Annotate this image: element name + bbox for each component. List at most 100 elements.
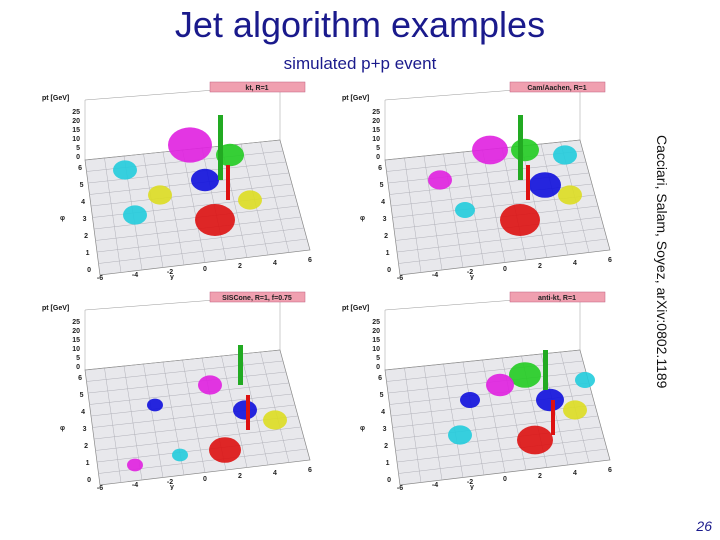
grid-line bbox=[482, 149, 506, 263]
phi-tick-label: 5 bbox=[380, 392, 384, 399]
jet-area bbox=[123, 205, 147, 225]
phi-tick-label: 5 bbox=[80, 182, 84, 189]
y-tick-label: -2 bbox=[467, 479, 473, 486]
pt-tick-label: 0 bbox=[76, 364, 80, 371]
pt-tower bbox=[226, 165, 230, 200]
pt-tower bbox=[543, 350, 548, 390]
pt-tower bbox=[526, 165, 530, 200]
y-tick-label: -4 bbox=[132, 482, 138, 489]
jet-area bbox=[517, 425, 553, 455]
phi-tick-label: 0 bbox=[87, 267, 91, 274]
phi-tick-label: 4 bbox=[81, 409, 85, 416]
grid-line bbox=[396, 437, 605, 463]
panel-anti-kt: anti-kt, R=1 pt [GeV] 25 20 15 10 5 0 6 5 4 3 2 1 0 φ -6… bbox=[340, 290, 615, 490]
y-tick-label: -4 bbox=[432, 482, 438, 489]
y-tick-label: 2 bbox=[238, 473, 242, 480]
citation-credit: Cacciari, Salam, Soyez, arXiv:0802.1189 bbox=[654, 135, 670, 389]
pt-tick-label: 25 bbox=[72, 319, 80, 326]
phi-tick-label: 0 bbox=[387, 267, 391, 274]
y-tick-label: -4 bbox=[132, 272, 138, 279]
pt-tick-label: 0 bbox=[76, 154, 80, 161]
jet-area bbox=[168, 127, 212, 163]
jet-area bbox=[263, 410, 287, 430]
slide-subtitle: simulated p+p event bbox=[283, 54, 437, 73]
phi-tick-label: 3 bbox=[383, 216, 387, 223]
phi-tick-label: 0 bbox=[87, 477, 91, 484]
jet-area bbox=[553, 145, 577, 165]
y-tick-label: 6 bbox=[608, 257, 612, 264]
phi-axis-label: φ bbox=[60, 425, 65, 432]
y-tick-label: 0 bbox=[203, 266, 207, 273]
pt-tick-label: 5 bbox=[376, 355, 380, 362]
phi-tick-label: 1 bbox=[86, 460, 90, 467]
phi-tick-label: 5 bbox=[80, 392, 84, 399]
grid-line bbox=[393, 205, 599, 230]
grid-line bbox=[260, 141, 290, 253]
grid-line bbox=[182, 149, 206, 263]
y-tick-label: -6 bbox=[397, 485, 403, 490]
pt-tower bbox=[551, 400, 555, 435]
y-tick-label: 4 bbox=[573, 470, 577, 477]
jet-area bbox=[500, 204, 540, 236]
jet-area bbox=[448, 425, 472, 445]
pt-tower bbox=[246, 395, 250, 430]
jet-area bbox=[529, 172, 561, 198]
pt-tick-label: 5 bbox=[76, 355, 80, 362]
grid-line bbox=[95, 426, 302, 451]
pt-tower bbox=[518, 115, 523, 180]
phi-tick-label: 6 bbox=[78, 165, 82, 172]
y-tick-label: 6 bbox=[308, 467, 312, 474]
grid-line bbox=[395, 216, 602, 241]
y-tick-label: -2 bbox=[467, 269, 473, 276]
pt-tick-label: 20 bbox=[72, 118, 80, 125]
jet-area bbox=[563, 400, 587, 420]
algorithm-label-box bbox=[209, 291, 306, 303]
grid-line bbox=[398, 238, 608, 264]
pt-tick-label: 5 bbox=[376, 145, 380, 152]
jet-area bbox=[198, 375, 222, 395]
phi-tick-label: 3 bbox=[383, 426, 387, 433]
jet-area bbox=[195, 204, 235, 236]
grid-line bbox=[482, 359, 506, 473]
pt-tick-label: 15 bbox=[372, 337, 380, 344]
grid-line bbox=[393, 415, 599, 440]
y-tick-label: 0 bbox=[203, 476, 207, 483]
panel-siscone: SISCone, R=1, f=0.75 pt [GeV] 25 20 15 10 5 0 6 5… bbox=[40, 290, 315, 490]
pt-tick-label: 0 bbox=[376, 364, 380, 371]
algorithm-label-box bbox=[209, 81, 306, 93]
algorithm-label: anti-kt, R=1 bbox=[538, 295, 576, 302]
grid-line bbox=[260, 351, 290, 463]
y-tick-label: -6 bbox=[397, 275, 403, 280]
grid-line bbox=[540, 143, 569, 256]
phi-tick-label: 1 bbox=[86, 250, 90, 257]
y-tick-label: 4 bbox=[273, 260, 277, 267]
algorithm-label: kt, R=1 bbox=[245, 85, 268, 92]
grid-line bbox=[521, 145, 548, 258]
grid-line bbox=[182, 359, 206, 473]
phi-axis-label: φ bbox=[60, 215, 65, 222]
page-number: 26 bbox=[696, 518, 712, 534]
jet-area bbox=[233, 400, 257, 420]
jet-area bbox=[511, 138, 539, 162]
y-tick-label: 4 bbox=[573, 260, 577, 267]
jet-area bbox=[509, 362, 541, 388]
pt-tick-label: 15 bbox=[372, 127, 380, 134]
grid-line bbox=[95, 216, 302, 241]
jet-area bbox=[191, 168, 219, 192]
pt-tick-label: 25 bbox=[372, 319, 380, 326]
phi-tick-label: 3 bbox=[83, 216, 87, 223]
pt-tick-label: 15 bbox=[72, 337, 80, 344]
jet-area bbox=[148, 185, 172, 205]
pt-axis-label: pt [GeV] bbox=[342, 95, 369, 102]
phi-tick-label: 4 bbox=[381, 409, 385, 416]
phi-tick-label: 6 bbox=[78, 375, 82, 382]
jet-area bbox=[428, 170, 452, 190]
y-axis-label: y bbox=[470, 484, 474, 490]
pt-axis-label: pt [GeV] bbox=[42, 95, 69, 102]
phi-tick-label: 6 bbox=[378, 375, 382, 382]
pt-tick-label: 5 bbox=[76, 145, 80, 152]
jet-area bbox=[172, 448, 188, 462]
phi-tick-label: 1 bbox=[386, 460, 390, 467]
phi-tick-label: 2 bbox=[84, 443, 88, 450]
